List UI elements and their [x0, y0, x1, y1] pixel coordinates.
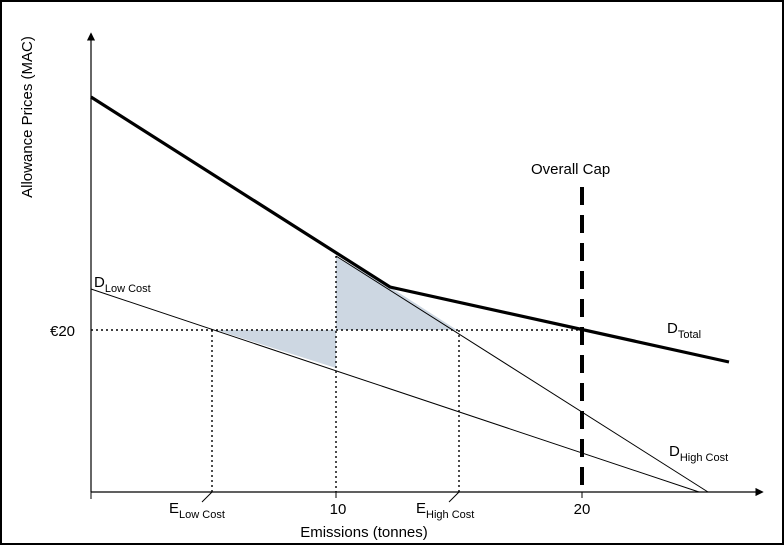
d-total-subscript: Total — [678, 329, 701, 341]
x-tick-label-10: 10 — [330, 501, 347, 518]
d-total-symbol: D — [667, 320, 678, 337]
d-high-cost-symbol: D — [669, 443, 680, 460]
x-tick-label-20: 20 — [574, 501, 591, 518]
e-high-cost-pointer — [448, 491, 460, 503]
e-high-cost-label: EHigh Cost — [416, 500, 474, 521]
shaded-area-low-cost — [216, 330, 336, 368]
shaded-area-high-cost — [336, 256, 457, 330]
high-cost-demand-line — [335, 255, 709, 493]
overall-cap-label: Overall Cap — [531, 161, 610, 178]
d-high-cost-label: DHigh Cost — [669, 443, 728, 464]
y-axis-title: Allowance Prices (MAC) — [19, 36, 36, 198]
d-low-cost-label: DLow Cost — [94, 274, 151, 295]
price-tick-label: €20 — [50, 323, 75, 340]
e-high-cost-symbol: E — [416, 500, 426, 517]
e-low-cost-label: ELow Cost — [169, 500, 225, 521]
x-axis-title: Emissions (tonnes) — [300, 524, 428, 541]
low-cost-demand-line — [90, 288, 700, 493]
total-demand-line — [90, 95, 730, 364]
e-high-cost-subscript: High Cost — [426, 509, 474, 521]
e-low-cost-pointer — [201, 491, 213, 503]
d-total-label: DTotal — [667, 320, 701, 341]
d-low-cost-subscript: Low Cost — [105, 283, 151, 295]
d-low-cost-symbol: D — [94, 274, 105, 291]
d-high-cost-subscript: High Cost — [680, 452, 728, 464]
e-low-cost-symbol: E — [169, 500, 179, 517]
e-low-cost-subscript: Low Cost — [179, 509, 225, 521]
